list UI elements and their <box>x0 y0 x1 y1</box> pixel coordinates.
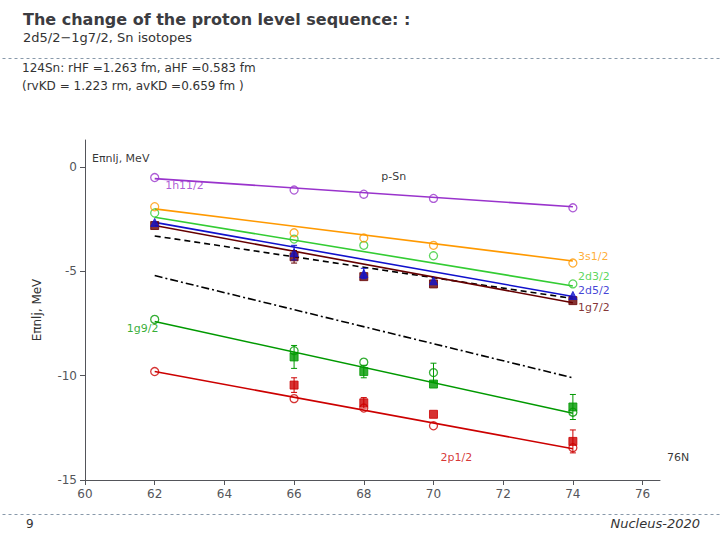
svg-text:68: 68 <box>356 487 371 501</box>
svg-text:9: 9 <box>26 517 34 531</box>
svg-text:74: 74 <box>565 487 580 501</box>
svg-text:p-Sn: p-Sn <box>381 170 406 183</box>
svg-text:76: 76 <box>635 487 650 501</box>
svg-text:60: 60 <box>77 487 92 501</box>
svg-text:0: 0 <box>69 160 77 174</box>
svg-text:-10: -10 <box>57 369 77 383</box>
svg-text:66: 66 <box>286 487 301 501</box>
svg-text:124Sn: rHF =1.263 fm, aHF =0.5: 124Sn: rHF =1.263 fm, aHF =0.583 fm <box>22 61 256 75</box>
svg-text:72: 72 <box>496 487 511 501</box>
svg-text:Eπnlj, MeV: Eπnlj, MeV <box>92 152 150 165</box>
svg-text:-5: -5 <box>65 264 77 278</box>
svg-text:2d5/2: 2d5/2 <box>578 284 610 297</box>
svg-text:1h11/2: 1h11/2 <box>165 179 204 192</box>
svg-text:64: 64 <box>217 487 232 501</box>
svg-text:3s1/2: 3s1/2 <box>578 250 608 263</box>
svg-text:Nucleus-2020: Nucleus-2020 <box>610 516 700 531</box>
svg-text:62: 62 <box>147 487 162 501</box>
svg-text:76N: 76N <box>667 451 689 464</box>
svg-text:1g7/2: 1g7/2 <box>578 301 610 314</box>
svg-text:2p1/2: 2p1/2 <box>440 451 472 464</box>
svg-text:1g9/2: 1g9/2 <box>127 322 159 335</box>
svg-text:-15: -15 <box>57 473 77 487</box>
svg-text:The change of the proton level: The change of the proton level sequence:… <box>23 10 416 29</box>
svg-text:70: 70 <box>426 487 441 501</box>
svg-text:(rvKD = 1.223 rm, avKD =0.659: (rvKD = 1.223 rm, avKD =0.659 fm ) <box>22 79 244 93</box>
svg-text:Eπnlj, MeV: Eπnlj, MeV <box>30 278 44 341</box>
svg-text:2d3/2: 2d3/2 <box>578 270 610 283</box>
svg-text:2d5/2−1g7/2, Sn isotopes: 2d5/2−1g7/2, Sn isotopes <box>23 30 192 45</box>
